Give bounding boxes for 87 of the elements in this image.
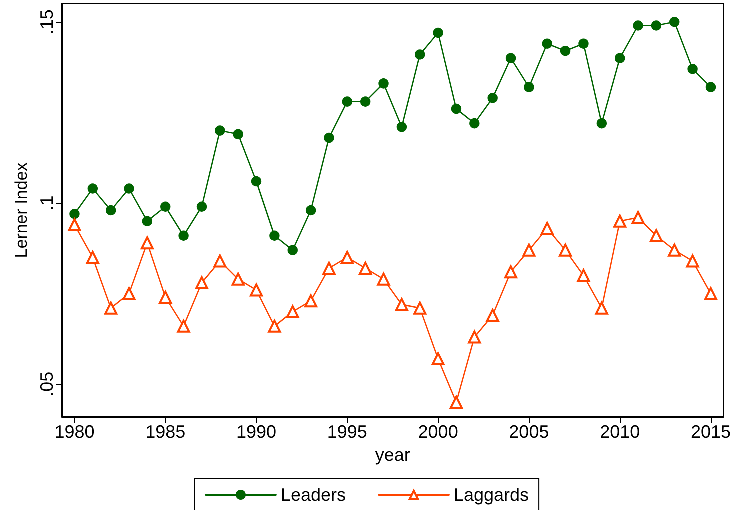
point	[614, 53, 626, 64]
x-tick-label: 2005	[509, 422, 550, 442]
point	[195, 276, 208, 290]
x-tick-label: 1980	[54, 422, 95, 442]
x-tick-label: 1995	[327, 422, 368, 442]
point	[360, 96, 371, 107]
point	[595, 302, 608, 315]
point	[178, 230, 189, 241]
x-tick-label: 1990	[236, 422, 277, 442]
point	[70, 209, 80, 220]
legend-label: Laggards	[454, 485, 530, 505]
point	[688, 64, 698, 74]
point	[633, 20, 644, 31]
point	[177, 320, 190, 333]
point	[506, 53, 516, 64]
x-tick-label: 1985	[146, 422, 186, 442]
point	[214, 254, 227, 268]
point	[86, 251, 100, 264]
point	[578, 38, 589, 49]
point	[251, 176, 262, 187]
point	[270, 230, 280, 241]
point	[470, 118, 480, 129]
y-tick-label: .15	[37, 10, 57, 35]
point	[522, 244, 536, 257]
point	[268, 320, 282, 333]
x-tick-label: 2010	[600, 422, 640, 442]
point	[215, 126, 226, 136]
point	[504, 266, 518, 279]
x-axis-title: year	[375, 444, 410, 465]
point	[140, 236, 154, 250]
point	[104, 302, 118, 315]
point	[250, 284, 264, 297]
point	[651, 20, 662, 31]
point	[304, 294, 318, 308]
point	[196, 202, 208, 212]
point	[540, 222, 554, 236]
point	[559, 244, 572, 257]
point	[324, 132, 334, 144]
point	[632, 211, 645, 224]
point	[614, 214, 627, 228]
point	[359, 262, 372, 275]
y-tick-label: .05	[37, 372, 57, 397]
point	[433, 28, 444, 38]
point	[706, 82, 716, 92]
point	[451, 104, 462, 114]
point	[686, 254, 700, 268]
point	[233, 129, 244, 140]
point	[68, 218, 82, 232]
point	[670, 17, 680, 28]
point	[306, 205, 316, 216]
point	[486, 309, 500, 322]
point	[124, 184, 134, 194]
point	[340, 251, 354, 264]
point	[88, 184, 98, 194]
point	[322, 262, 336, 275]
point	[377, 272, 390, 286]
point	[142, 216, 153, 226]
point	[378, 78, 389, 89]
point	[450, 396, 463, 410]
point	[286, 305, 300, 318]
point	[668, 244, 682, 257]
point	[488, 93, 498, 104]
point	[395, 298, 408, 312]
point	[122, 287, 136, 300]
point	[288, 245, 298, 256]
point	[596, 118, 608, 129]
point	[650, 229, 663, 242]
point	[432, 352, 445, 366]
point	[160, 202, 171, 212]
point	[524, 82, 534, 92]
point	[704, 287, 718, 300]
point	[560, 46, 571, 56]
x-tick-label: 2015	[690, 422, 731, 442]
point	[232, 272, 245, 286]
x-tick-label: 2000	[418, 422, 458, 442]
legend-label: Leaders	[280, 485, 346, 505]
point	[342, 96, 353, 107]
point	[468, 330, 482, 344]
point	[414, 302, 427, 315]
point	[415, 50, 426, 60]
y-tick-label: .1	[37, 196, 57, 211]
point	[159, 290, 172, 304]
point	[577, 269, 590, 282]
point	[106, 205, 116, 216]
point	[542, 38, 552, 49]
point	[396, 122, 408, 132]
y-axis-title: Lerner Index	[12, 162, 32, 258]
